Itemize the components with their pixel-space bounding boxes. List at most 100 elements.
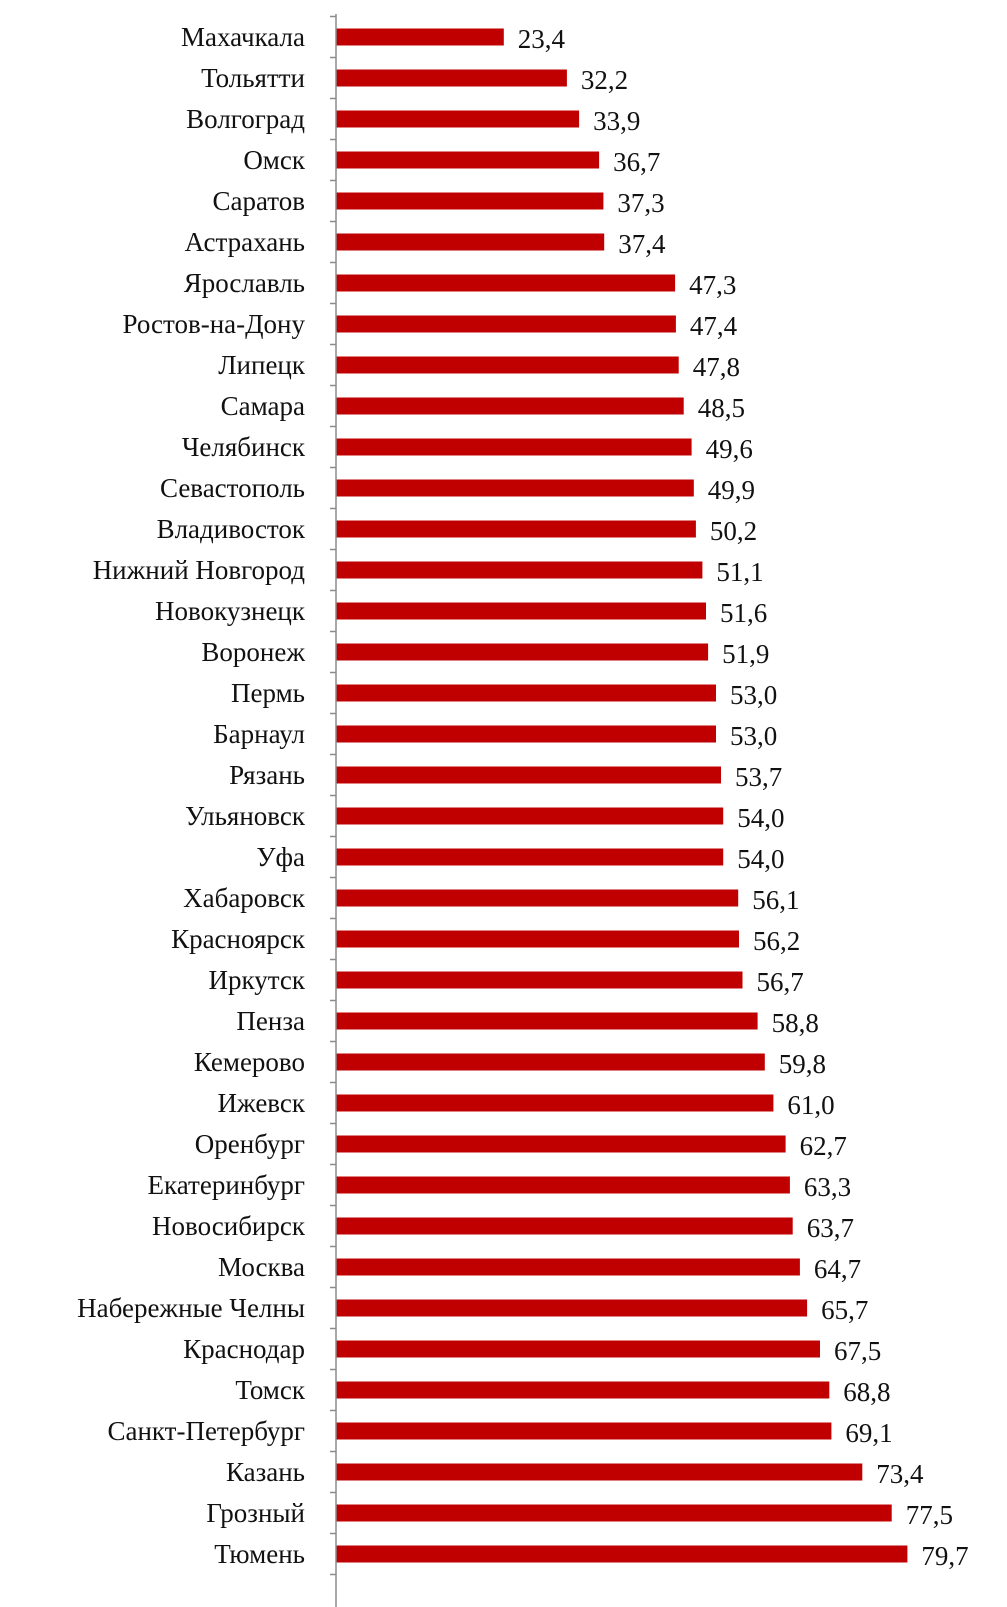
bar-2 <box>336 110 580 128</box>
value-label: 37,3 <box>617 188 664 218</box>
bar-27 <box>336 1135 786 1153</box>
bar-29 <box>336 1217 793 1235</box>
bar-20 <box>336 848 724 866</box>
bars-group <box>336 28 908 1563</box>
value-label: 69,1 <box>845 1418 892 1448</box>
category-label: Тюмень <box>214 1539 305 1569</box>
value-label: 54,0 <box>737 803 784 833</box>
bar-15 <box>336 643 709 661</box>
value-label: 51,6 <box>720 598 767 628</box>
bar-5 <box>336 233 605 251</box>
bar-8 <box>336 356 679 374</box>
bar-34 <box>336 1422 832 1440</box>
category-label: Томск <box>235 1375 306 1405</box>
bar-36 <box>336 1504 892 1522</box>
category-label: Липецк <box>218 350 306 380</box>
value-label: 63,3 <box>804 1172 851 1202</box>
value-label: 47,8 <box>693 352 740 382</box>
value-label: 36,7 <box>613 147 660 177</box>
category-label: Воронеж <box>201 637 305 667</box>
value-label: 79,7 <box>921 1541 968 1571</box>
category-label: Красноярск <box>171 924 306 954</box>
bar-25 <box>336 1053 765 1071</box>
category-axis <box>330 14 337 1607</box>
value-label: 33,9 <box>593 106 640 136</box>
category-label: Казань <box>226 1457 305 1487</box>
value-label: 67,5 <box>834 1336 881 1366</box>
category-label: Санкт-Петербург <box>107 1416 305 1446</box>
category-label: Хабаровск <box>183 883 306 913</box>
value-label: 73,4 <box>876 1459 924 1489</box>
bar-10 <box>336 438 692 456</box>
category-label: Владивосток <box>157 514 306 544</box>
value-label: 47,3 <box>689 270 736 300</box>
value-label: 64,7 <box>814 1254 861 1284</box>
value-label: 58,8 <box>772 1008 819 1038</box>
bar-7 <box>336 315 676 333</box>
value-label: 77,5 <box>906 1500 953 1530</box>
value-label: 50,2 <box>710 516 757 546</box>
category-label: Уфа <box>256 842 305 872</box>
bar-26 <box>336 1094 774 1112</box>
category-label: Астрахань <box>185 227 305 257</box>
category-label: Барнаул <box>213 719 305 749</box>
category-label: Набережные Челны <box>77 1293 305 1323</box>
value-label: 53,0 <box>730 680 777 710</box>
value-label: 54,0 <box>737 844 784 874</box>
category-label: Тольятти <box>201 63 305 93</box>
category-label: Пенза <box>236 1006 305 1036</box>
category-label: Севастополь <box>160 473 305 503</box>
value-label: 37,4 <box>618 229 666 259</box>
bar-11 <box>336 479 694 497</box>
bar-33 <box>336 1381 830 1399</box>
bar-18 <box>336 766 721 784</box>
category-label: Ростов-на-Дону <box>123 309 306 339</box>
category-label: Нижний Новгород <box>93 555 306 585</box>
category-labels-group: Махачкала Тольятти Волгоград Омск Саратов Аст… <box>77 22 306 1569</box>
category-label: Самара <box>221 391 305 421</box>
bar-13 <box>336 561 703 579</box>
category-label: Новокузнецк <box>155 596 306 626</box>
value-label: 53,0 <box>730 721 777 751</box>
value-label: 59,8 <box>779 1049 826 1079</box>
bar-14 <box>336 602 706 620</box>
value-labels-group: 23,4 32,2 33,9 36,7 37,3 37,4 47,3 47,4 47,8 48,5… <box>518 24 969 1571</box>
bar-3 <box>336 151 600 169</box>
value-label: 68,8 <box>843 1377 890 1407</box>
category-label: Ижевск <box>218 1088 306 1118</box>
value-label: 61,0 <box>787 1090 834 1120</box>
bar-6 <box>336 274 676 292</box>
bar-1 <box>336 69 567 87</box>
bar-12 <box>336 520 696 538</box>
value-label: 51,9 <box>722 639 769 669</box>
category-label: Рязань <box>229 760 305 790</box>
bar-17 <box>336 725 716 743</box>
category-label: Екатеринбург <box>148 1170 305 1200</box>
value-label: 56,2 <box>753 926 800 956</box>
category-label: Саратов <box>213 186 305 216</box>
bar-35 <box>336 1463 863 1481</box>
value-label: 56,1 <box>752 885 799 915</box>
bar-31 <box>336 1299 808 1317</box>
bar-4 <box>336 192 604 210</box>
category-label: Грозный <box>206 1498 305 1528</box>
value-label: 53,7 <box>735 762 782 792</box>
bar-9 <box>336 397 684 415</box>
value-label: 63,7 <box>807 1213 854 1243</box>
value-label: 56,7 <box>757 967 804 997</box>
bar-32 <box>336 1340 820 1358</box>
bar-19 <box>336 807 724 825</box>
bar-28 <box>336 1176 790 1194</box>
bar-0 <box>336 28 504 46</box>
category-label: Челябинск <box>182 432 306 462</box>
value-label: 47,4 <box>690 311 738 341</box>
category-label: Кемерово <box>194 1047 305 1077</box>
category-label: Оренбург <box>195 1129 305 1159</box>
category-label: Иркутск <box>209 965 306 995</box>
bar-23 <box>336 971 743 989</box>
value-label: 49,9 <box>708 475 755 505</box>
bar-37 <box>336 1545 908 1563</box>
category-label: Пермь <box>231 678 305 708</box>
category-label: Ульяновск <box>185 801 306 831</box>
